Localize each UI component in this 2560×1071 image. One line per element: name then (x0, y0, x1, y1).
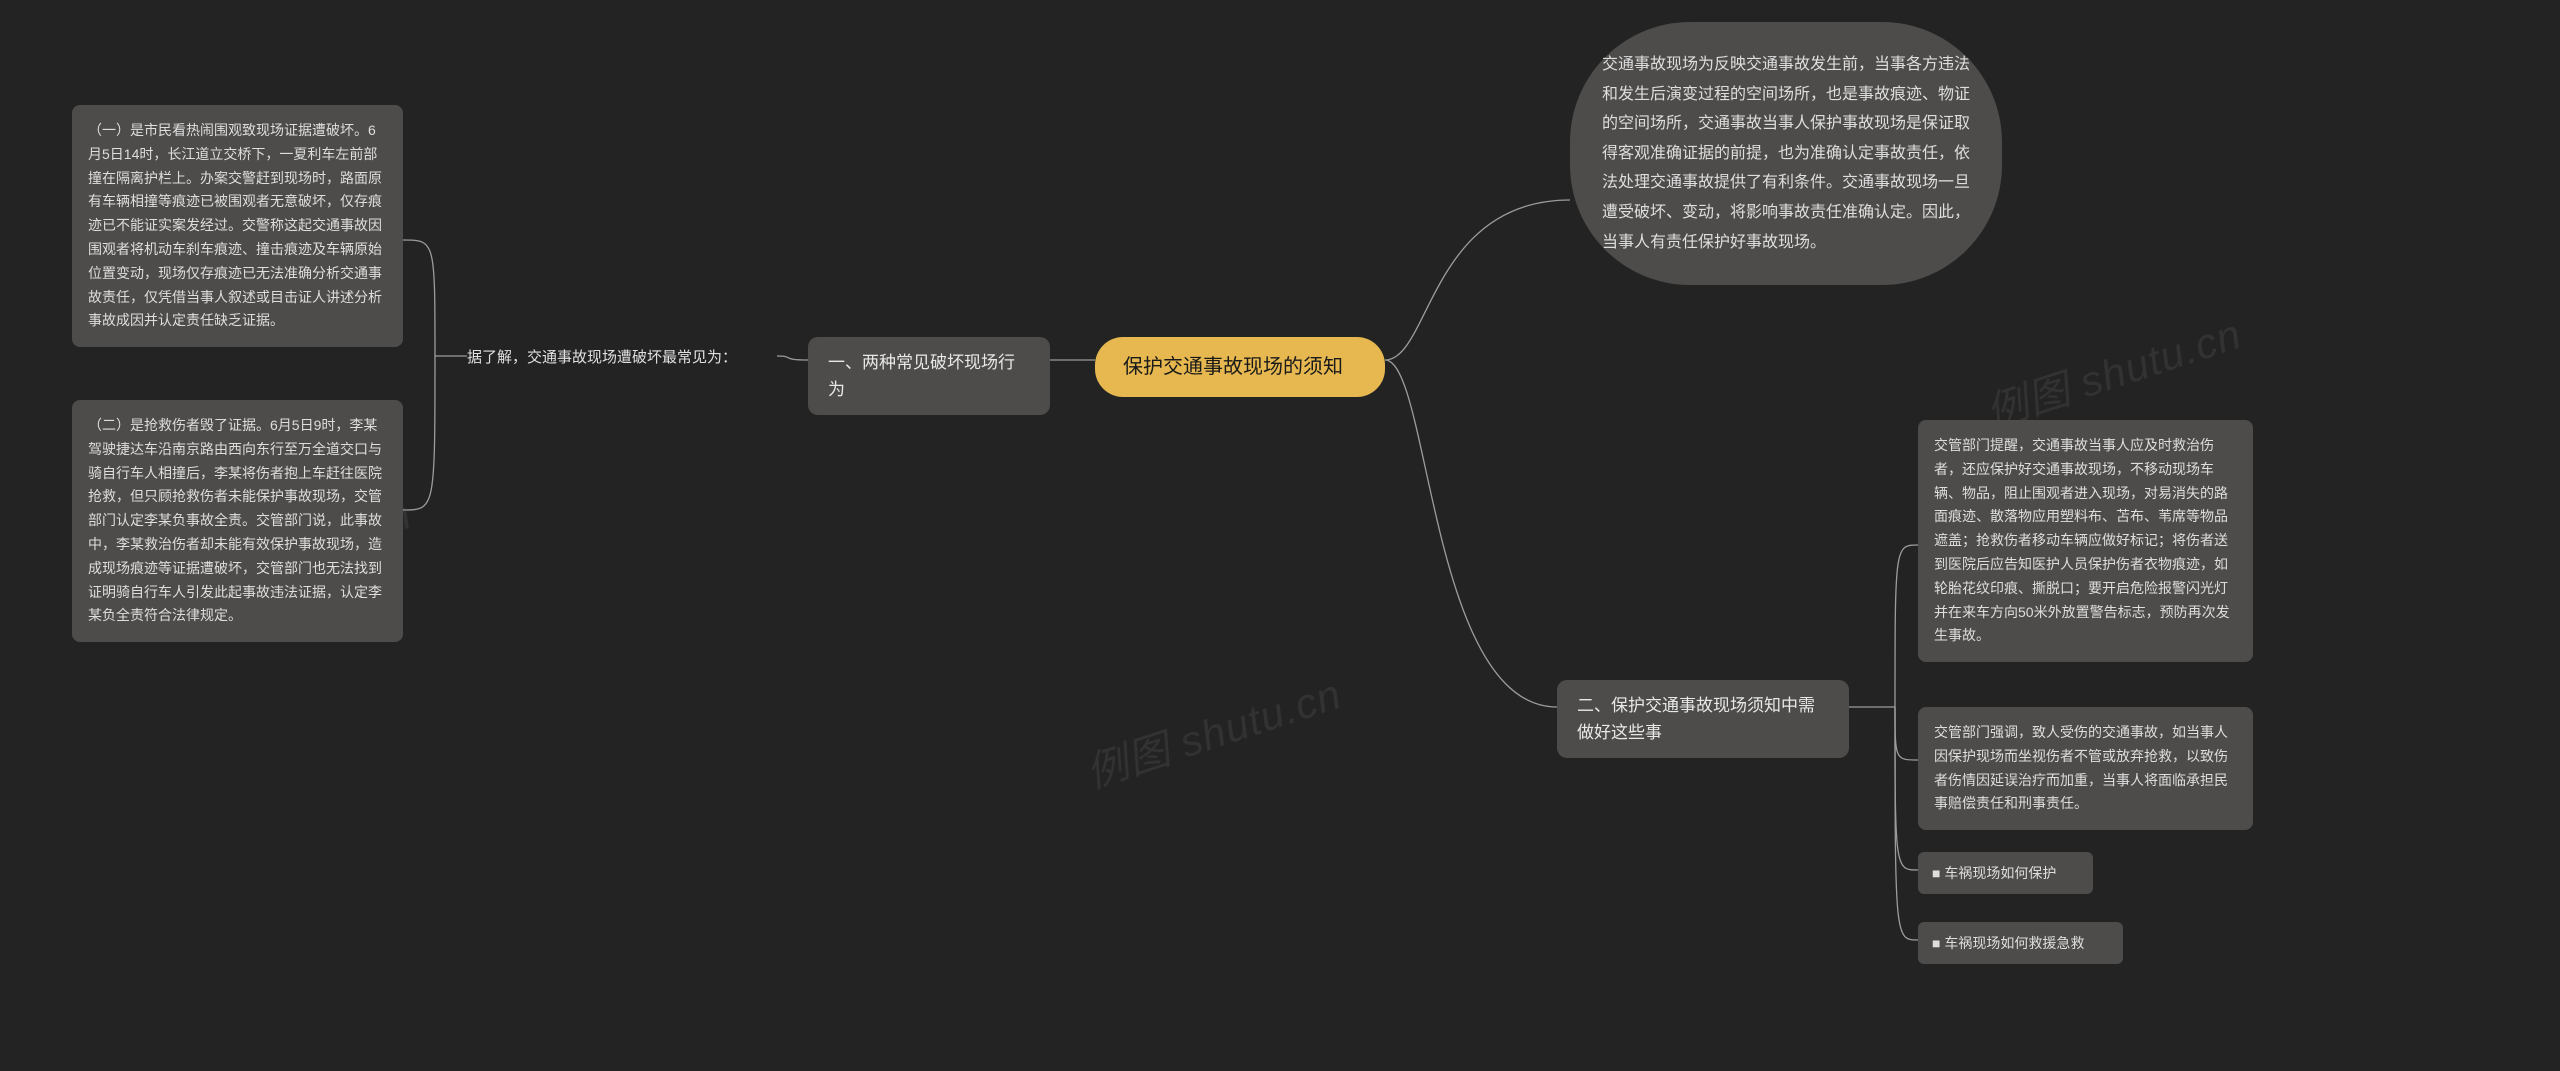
root-node[interactable]: 保护交通事故现场的须知 (1095, 337, 1385, 397)
branch-2-leaf-1: 交管部门提醒，交通事故当事人应及时救治伤者，还应保护好交通事故现场，不移动现场车… (1918, 420, 2253, 662)
intro-leaf: 交通事故现场为反映交通事故发生前，当事各方违法和发生后演变过程的空间场所，也是事… (1570, 22, 2002, 285)
branch-2-tag-2[interactable]: 车祸现场如何救援急救 (1918, 922, 2123, 964)
branch-1-leaf-1: （一）是市民看热闹围观致现场证据遭破坏。6月5日14时，长江道立交桥下，一夏利车… (72, 105, 403, 347)
tag-2-label: 车祸现场如何救援急救 (1932, 935, 2084, 951)
branch-2-tag-1[interactable]: 车祸现场如何保护 (1918, 852, 2093, 894)
branch-1-leaf-2: （二）是抢救伤者毁了证据。6月5日9时，李某驾驶捷达车沿南京路由西向东行至万全道… (72, 400, 403, 642)
branch-1[interactable]: 一、两种常见破坏现场行为 (808, 337, 1050, 415)
branch-2-leaf-2: 交管部门强调，致人受伤的交通事故，如当事人因保护现场而坐视伤者不管或放弃抢救，以… (1918, 707, 2253, 830)
watermark: 例图 shutu.cn (1077, 660, 1348, 800)
branch-2[interactable]: 二、保护交通事故现场须知中需做好这些事 (1557, 680, 1849, 758)
branch-1-sub: 据了解，交通事故现场遭破坏最常见为： (467, 342, 777, 374)
tag-1-label: 车祸现场如何保护 (1932, 865, 2056, 881)
